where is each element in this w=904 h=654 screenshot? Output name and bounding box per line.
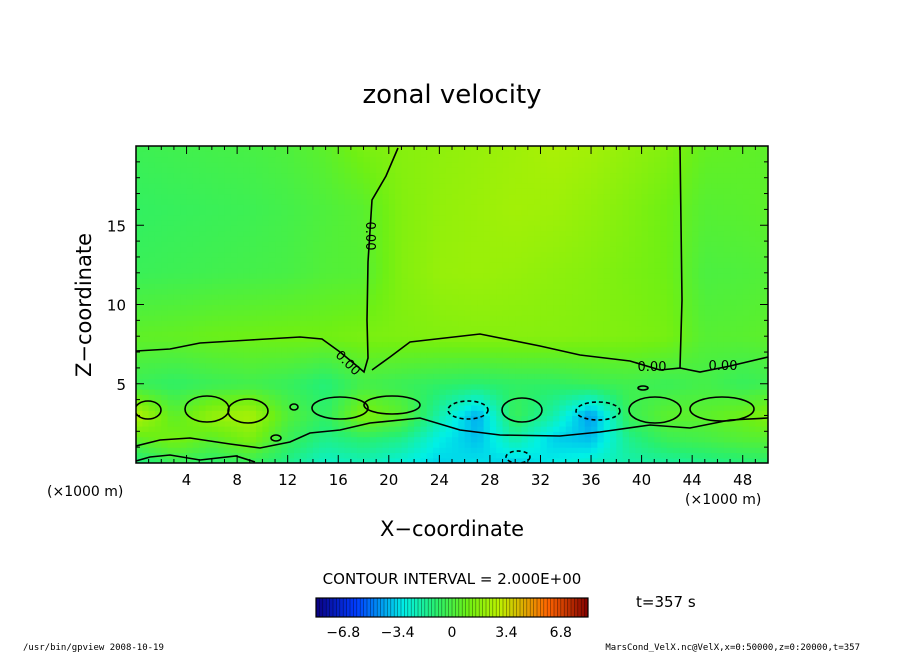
zero-contour-lower-band <box>136 417 768 449</box>
zero-contour-upper <box>136 147 399 374</box>
cell-contour-12 <box>270 434 282 442</box>
colorbar-tick-label: 0 <box>448 625 457 641</box>
colorbar: −6.8 −3.4 0 3.4 6.8 <box>315 597 589 641</box>
footer-left: /usr/bin/gpview 2008-10-19 <box>23 643 164 653</box>
heatmap-field <box>136 146 768 463</box>
zero-contour-right <box>679 356 768 373</box>
x-tick-label: 28 <box>480 471 499 489</box>
plot-area: 0.00 0.00 0.00 0.00 4 8 12 16 20 24 28 32 36 40 44… <box>107 145 769 489</box>
x-tick-label: 48 <box>733 471 752 489</box>
zero-contour-crest <box>371 146 683 371</box>
cell-contour-6 <box>447 400 489 420</box>
cell-contour-14 <box>637 385 649 391</box>
y-tick-label: 10 <box>107 297 126 315</box>
contour-lines <box>136 146 768 463</box>
colorbar-tick-label: 3.4 <box>495 625 517 641</box>
colorbar-tick-label: −3.4 <box>381 625 415 641</box>
x-axis-title: X−coordinate <box>380 517 524 541</box>
cell-contour-5 <box>363 395 421 415</box>
cell-contour-1 <box>136 400 162 420</box>
footer-right: MarsCond_VelX.nc@VelX,x=0:50000,z=0:2000… <box>605 643 860 653</box>
colorbar-tick-label: −6.8 <box>326 625 360 641</box>
contour-label-3: 0.00 <box>638 360 667 375</box>
contour-label-4: 0.00 <box>709 359 738 374</box>
x-tick-label: 32 <box>531 471 550 489</box>
colorbar-tick-label: 6.8 <box>550 625 572 641</box>
y-axis-title: Z−coordinate <box>72 233 96 377</box>
time-label: t=357 s <box>636 593 696 611</box>
x-right-units: (×1000 m) <box>685 492 761 508</box>
cell-contour-10 <box>689 396 755 422</box>
cell-contour-9 <box>628 396 682 424</box>
cell-contour-11 <box>505 450 531 463</box>
cell-contour-13 <box>289 403 299 411</box>
y-tick-label: 15 <box>107 217 126 235</box>
cell-contour-7 <box>501 397 543 423</box>
x-tick-label: 4 <box>182 471 192 489</box>
cell-contour-4 <box>311 396 369 420</box>
x-tick-label: 16 <box>329 471 348 489</box>
x-tick-label: 12 <box>278 471 297 489</box>
x-left-units: (×1000 m) <box>47 484 123 500</box>
cell-contour-3 <box>227 398 269 424</box>
zero-contour-bottom-left <box>136 454 256 463</box>
x-tick-label: 44 <box>683 471 702 489</box>
colorbar-frame <box>315 597 589 618</box>
chart-title: zonal velocity <box>362 80 541 110</box>
x-tick-label: 8 <box>232 471 242 489</box>
x-tick-label: 24 <box>430 471 449 489</box>
cell-contour-8 <box>575 401 621 421</box>
contour-label-1: 0.00 <box>362 222 377 251</box>
x-tick-label: 20 <box>379 471 398 489</box>
contour-interval-text: CONTOUR INTERVAL = 2.000E+00 <box>323 570 582 588</box>
x-tick-label: 40 <box>632 471 651 489</box>
y-tick-label: 5 <box>116 376 126 394</box>
x-tick-label: 36 <box>581 471 600 489</box>
